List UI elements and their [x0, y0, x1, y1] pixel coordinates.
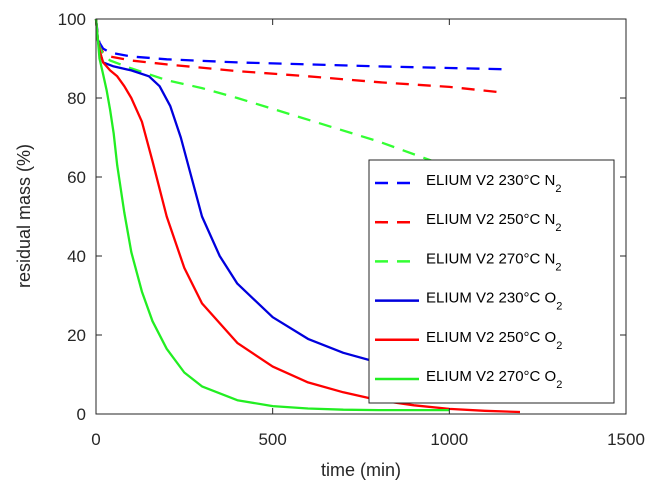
x-tick-label: 500 — [258, 430, 286, 449]
legend-label-4: ELIUM V2 230°C O2 — [426, 290, 562, 313]
legend-label-2: ELIUM V2 250°C N2 — [426, 211, 562, 234]
y-tick-label: 40 — [67, 247, 86, 266]
legend-label-3: ELIUM V2 270°C N2 — [426, 250, 562, 273]
y-tick-label: 20 — [67, 326, 86, 345]
legend-label-6: ELIUM V2 270°C O2 — [426, 368, 562, 391]
legend: ELIUM V2 230°C N2 ELIUM V2 250°C N2 ELIUM … — [368, 159, 615, 404]
legend-label-5: ELIUM V2 250°C O2 — [426, 329, 562, 352]
y-tick-label: 100 — [58, 10, 86, 29]
x-tick-label: 0 — [91, 430, 100, 449]
plot-frame — [95, 18, 627, 415]
y-axis-title: residual mass (%) — [14, 144, 34, 288]
legend-box — [368, 159, 615, 404]
y-tick-label: 0 — [77, 405, 86, 424]
x-axis-title: time (min) — [321, 460, 401, 480]
y-tick-label: 60 — [67, 168, 86, 187]
x-tick-label: 1500 — [607, 430, 645, 449]
ticks-layer: 0 500 1000 1500 0 20 40 60 80 100 — [58, 10, 645, 449]
series-line-6 — [94, 18, 450, 412]
y-tick-label: 80 — [67, 89, 86, 108]
x-tick-label: 1000 — [430, 430, 468, 449]
legend-label-1: ELIUM V2 230°C N2 — [426, 172, 562, 195]
